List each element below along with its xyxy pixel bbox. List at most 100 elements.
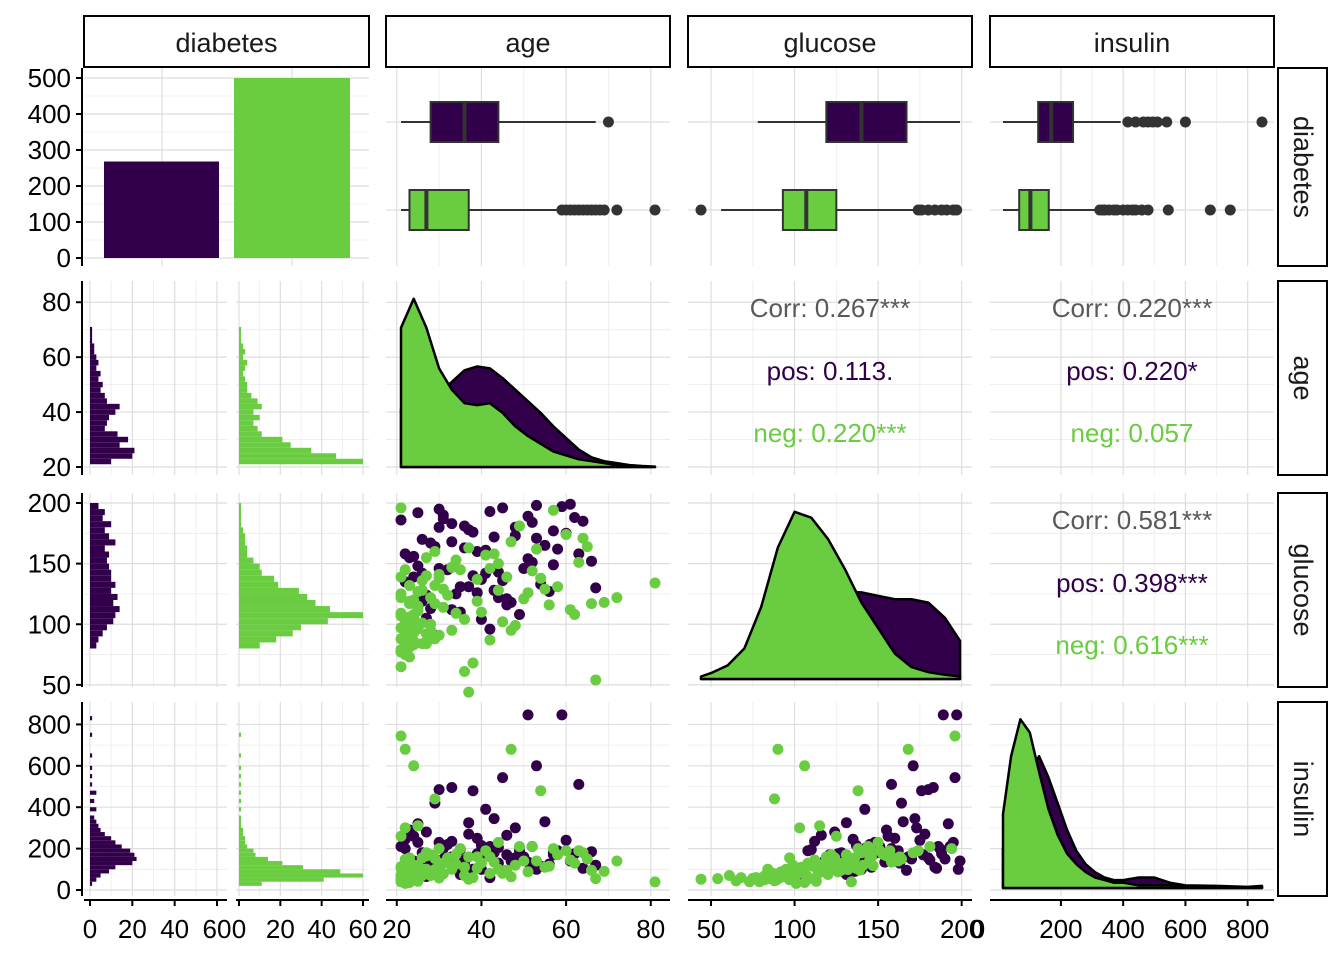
hist-bar-pos: [90, 420, 107, 426]
hist-bar-pos: [90, 861, 133, 866]
scatter-point-neg: [395, 502, 407, 514]
scatter-point-neg: [505, 536, 517, 548]
hist-bar-neg: [239, 403, 262, 410]
scatter-point-neg: [395, 730, 407, 742]
scatter-point-neg: [840, 849, 852, 861]
hist-bar-neg: [239, 765, 242, 770]
hist-bar-neg: [239, 840, 246, 845]
boxplot-outlier-neg: [1204, 204, 1216, 216]
bar-neg: [234, 78, 350, 258]
scatter-point-pos: [556, 709, 568, 721]
scatter-point-neg: [946, 843, 958, 855]
scatter-point-neg: [514, 520, 525, 532]
scatter-point-neg: [569, 609, 581, 620]
hist-bar-neg: [239, 332, 242, 338]
scatter-point-neg: [762, 870, 774, 881]
scatter-point-pos: [484, 506, 496, 517]
hist-bar-pos: [90, 765, 93, 770]
hist-bar-pos: [90, 790, 97, 795]
scatter-point-neg: [907, 847, 919, 859]
hist-bar-neg: [239, 458, 363, 465]
hist-bar-neg: [239, 545, 248, 552]
scatter-point-pos: [896, 797, 907, 809]
hist-bar-pos: [90, 581, 116, 588]
boxplot-outlier-pos: [1122, 116, 1134, 128]
hist-bar-pos: [90, 376, 99, 382]
scatter-point-pos: [501, 829, 513, 841]
scatter-point-neg: [463, 542, 475, 554]
hist-bar-pos: [90, 593, 118, 600]
hist-bar-neg: [239, 790, 242, 795]
scatter-point-pos: [802, 845, 814, 857]
boxplot-outlier-pos: [602, 116, 614, 128]
scatter-point-pos: [916, 785, 928, 797]
corr-pos: pos: 0.220*: [1066, 356, 1198, 386]
scatter-point-neg: [590, 674, 602, 686]
scatter-point-pos: [932, 841, 944, 852]
hist-bar-pos: [90, 844, 122, 849]
scatter-point-neg: [471, 851, 483, 863]
scatter-point-pos: [951, 709, 963, 721]
scatter-point-neg: [820, 851, 832, 863]
scatter-point-pos: [463, 581, 475, 593]
corr-pos: pos: 0.398***: [1056, 568, 1208, 598]
corr-neg: neg: 0.220***: [753, 418, 906, 448]
y-tick-label: 100: [28, 207, 71, 237]
y-tick-label: 200: [28, 171, 71, 201]
scatter-point-pos: [882, 830, 894, 842]
hist-bar-neg: [239, 414, 260, 421]
scatter-point-pos: [539, 816, 551, 828]
hist-bar-neg: [239, 600, 316, 607]
scatter-point-pos: [408, 550, 420, 562]
hist-bar-pos: [90, 398, 107, 404]
row-strip: [1277, 492, 1328, 688]
hist-bar-neg: [239, 753, 242, 758]
hist-bar-neg: [239, 551, 248, 558]
scatter-point-pos: [577, 862, 589, 874]
scatter-point-neg: [547, 843, 559, 855]
scatter-point-pos: [907, 760, 919, 772]
scatter-point-pos: [488, 531, 500, 543]
hist-bar-pos: [90, 569, 112, 576]
x-tick-label: 150: [856, 914, 899, 944]
scatter-point-neg: [408, 760, 420, 772]
hist-bar-neg: [239, 636, 277, 643]
boxplot-outlier-neg: [611, 204, 623, 216]
scatter-point-pos: [463, 524, 475, 536]
scatter-point-neg: [854, 861, 866, 873]
hist-bar-pos: [90, 612, 116, 619]
boxplot-outlier-pos: [1256, 116, 1268, 128]
hist-bar-pos: [90, 618, 114, 625]
scatter-point-neg: [547, 504, 559, 516]
scatter-point-neg: [437, 601, 449, 613]
scatter-point-pos: [446, 782, 458, 793]
x-tick-label: 50: [697, 914, 726, 944]
hist-bar-pos: [90, 848, 131, 853]
hist-bar-pos: [90, 370, 101, 377]
scatter-point-pos: [484, 623, 496, 635]
scatter-point-pos: [501, 593, 513, 605]
hist-bar-neg: [239, 642, 260, 649]
scatter-point-pos: [942, 818, 954, 830]
scatter-point-neg: [471, 862, 483, 874]
scatter-point-neg: [463, 873, 475, 885]
scatter-point-pos: [497, 772, 509, 784]
scatter-point-neg: [794, 822, 806, 834]
scatter-point-neg: [492, 836, 504, 848]
scatter-point-pos: [454, 581, 466, 593]
hist-bar-neg: [239, 881, 262, 886]
scatter-point-neg: [416, 584, 428, 596]
scatter-point-neg: [446, 860, 458, 872]
hist-bar-pos: [90, 636, 99, 643]
hist-bar-neg: [239, 539, 246, 546]
boxplot-outlier-pos: [1151, 116, 1163, 128]
scatter-point-neg: [864, 853, 876, 865]
scatter-point-neg: [543, 599, 555, 611]
hist-bar-neg: [239, 343, 244, 349]
column-strip-label: age: [505, 28, 550, 58]
scatter-point-pos: [437, 509, 449, 521]
scatter-point-neg: [408, 872, 420, 884]
scatter-point-neg: [420, 850, 432, 862]
scatter-point-pos: [911, 822, 923, 834]
x-tick-label: 40: [307, 914, 336, 944]
